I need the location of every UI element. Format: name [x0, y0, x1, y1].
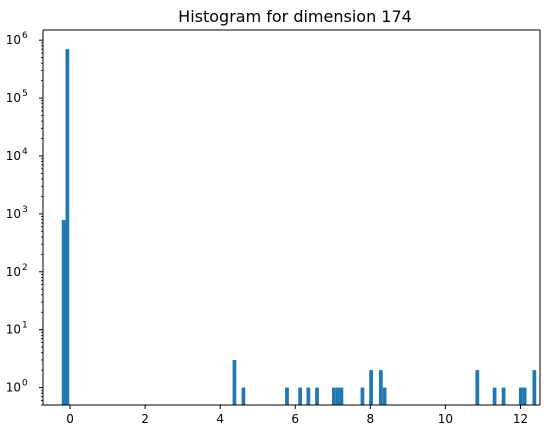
x-tick-label: 6	[291, 412, 299, 426]
y-tick-exponent: 1	[22, 321, 28, 331]
histogram-bar	[339, 387, 344, 405]
x-tick-label: 4	[216, 412, 224, 426]
histogram-bar	[360, 387, 365, 405]
histogram-bar	[369, 370, 373, 405]
histogram-bar	[522, 387, 527, 405]
histogram-bar	[315, 387, 319, 405]
y-tick-exponent: 0	[22, 379, 28, 389]
histogram-bar	[532, 370, 537, 405]
y-tick-label: 10	[6, 207, 21, 221]
y-tick-label: 10	[6, 323, 21, 337]
histogram-bar	[332, 387, 336, 405]
y-tick-exponent: 4	[22, 147, 28, 157]
histogram-bar	[306, 387, 311, 405]
bars-group	[61, 49, 537, 405]
x-tick-label: 0	[66, 412, 74, 426]
histogram-bar	[241, 387, 246, 405]
histogram-bar	[492, 387, 497, 405]
x-tick-label: 12	[513, 412, 528, 426]
y-tick-label: 10	[6, 381, 21, 395]
histogram-bar	[232, 359, 237, 405]
histogram-bar	[298, 387, 303, 405]
chart-title: Histogram for dimension 174	[178, 7, 412, 26]
histogram-bar	[378, 370, 383, 405]
histogram-bar	[501, 387, 506, 405]
histogram-bar	[61, 220, 66, 405]
y-tick-label: 10	[6, 149, 21, 163]
histogram-bar	[335, 387, 340, 405]
x-tick-label: 8	[367, 412, 375, 426]
x-tick-label: 10	[438, 412, 453, 426]
y-tick-exponent: 5	[22, 89, 28, 99]
x-tick-label: 2	[141, 412, 149, 426]
y-tick-exponent: 2	[22, 263, 28, 273]
y-tick-label: 10	[6, 33, 21, 47]
histogram-bar	[382, 387, 387, 405]
histogram-bar	[285, 387, 289, 405]
y-tick-label: 10	[6, 265, 21, 279]
y-tick-exponent: 3	[22, 205, 28, 215]
histogram-bar	[518, 387, 523, 405]
histogram-bar	[65, 49, 70, 405]
y-tick-exponent: 6	[22, 31, 28, 41]
histogram-bar	[475, 370, 480, 405]
y-tick-label: 10	[6, 91, 21, 105]
